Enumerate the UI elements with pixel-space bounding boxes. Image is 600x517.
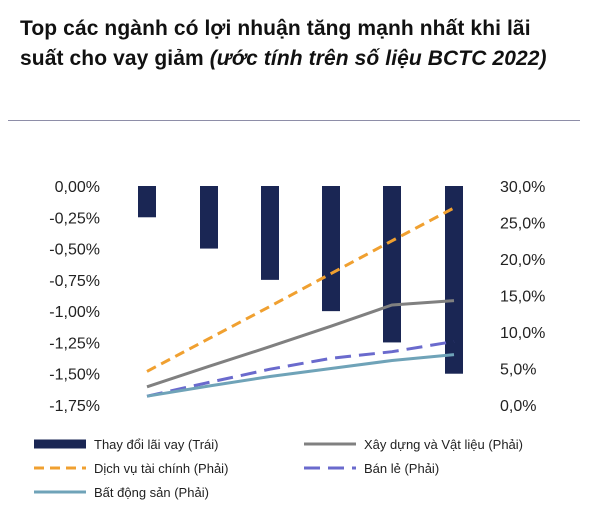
bar bbox=[138, 186, 156, 218]
bar bbox=[261, 186, 279, 280]
title-main: Top các ngành có lợi nhuận tăng mạnh nhấ… bbox=[20, 17, 531, 70]
legend-label: Xây dựng và Vật liệu (Phải) bbox=[364, 437, 523, 452]
right-tick-label: 5,0% bbox=[500, 362, 536, 379]
legend-label: Bất động sản (Phải) bbox=[94, 485, 209, 500]
legend-label: Bán lẻ (Phải) bbox=[364, 461, 439, 476]
left-tick-label: -0,75% bbox=[49, 273, 100, 290]
bar bbox=[322, 186, 340, 312]
left-tick-label: 0,00% bbox=[55, 179, 100, 196]
legend: Thay đổi lãi vay (Trái) Xây dựng và Vật l… bbox=[34, 437, 523, 500]
legend-label: Thay đổi lãi vay (Trái) bbox=[94, 437, 219, 452]
bar bbox=[445, 186, 463, 374]
bar bbox=[383, 186, 401, 343]
line-series-group bbox=[146, 206, 455, 398]
left-tick-label: -1,50% bbox=[49, 367, 100, 384]
right-tick-label: 30,0% bbox=[500, 179, 545, 196]
series-line bbox=[146, 299, 455, 389]
series-line bbox=[146, 340, 455, 398]
right-tick-label: 10,0% bbox=[500, 325, 545, 342]
title-divider bbox=[8, 120, 580, 121]
title-italic: (ước tính trên số liệu BCTC 2022) bbox=[209, 47, 547, 70]
right-tick-label: 15,0% bbox=[500, 289, 545, 306]
left-tick-label: -0,25% bbox=[49, 210, 100, 227]
left-tick-label: -1,75% bbox=[49, 398, 100, 415]
right-axis: 30,0% 25,0% 20,0% 15,0% 10,0% 5,0% 0,0% bbox=[500, 179, 545, 415]
bar bbox=[200, 186, 218, 249]
legend-label: Dịch vụ tài chính (Phải) bbox=[94, 461, 228, 476]
series-line bbox=[146, 353, 455, 398]
left-axis: 0,00% -0,25% -0,50% -0,75% -1,00% -1,25% -1,50… bbox=[49, 179, 100, 415]
series-line bbox=[146, 206, 455, 373]
right-tick-label: 0,0% bbox=[500, 398, 536, 415]
bar-series bbox=[138, 186, 463, 374]
left-tick-label: -1,00% bbox=[49, 304, 100, 321]
left-tick-label: -1,25% bbox=[49, 335, 100, 352]
chart-title: Top các ngành có lợi nhuận tăng mạnh nhấ… bbox=[20, 14, 580, 74]
left-tick-label: -0,50% bbox=[49, 242, 100, 259]
right-tick-label: 25,0% bbox=[500, 216, 545, 233]
right-tick-label: 20,0% bbox=[500, 252, 545, 269]
